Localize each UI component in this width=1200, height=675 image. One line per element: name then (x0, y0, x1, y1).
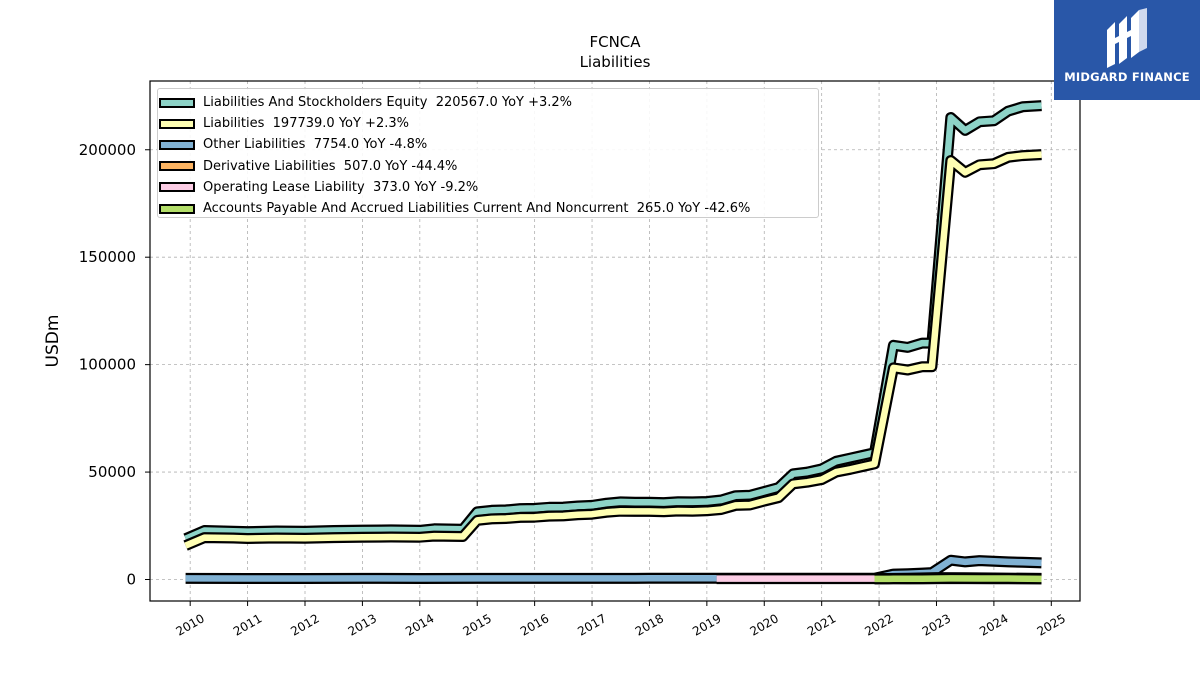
y-tick-label: 200000 (79, 141, 136, 159)
legend-swatch (159, 139, 195, 150)
y-tick-label: 0 (126, 571, 136, 589)
legend-swatch (159, 97, 195, 108)
x-tick-label: 2013 (346, 611, 379, 638)
logo-text: MIDGARD FINANCE (1064, 70, 1190, 84)
x-tick-label: 2022 (862, 611, 895, 638)
legend-swatch (159, 182, 195, 193)
chart-legend: Liabilities And Stockholders Equity 2205… (157, 88, 819, 218)
legend-label: Liabilities And Stockholders Equity 2205… (203, 95, 573, 111)
legend-item: Liabilities 197739.0 YoY +2.3% (158, 113, 818, 134)
legend-swatch (159, 118, 195, 129)
series-line (184, 102, 1042, 542)
x-tick-label: 2021 (805, 611, 838, 638)
x-tick-label: 2010 (173, 611, 206, 638)
legend-label: Operating Lease Liability 373.0 YoY -9.2… (203, 179, 479, 195)
x-tick-label: 2016 (518, 611, 551, 638)
legend-label: Accounts Payable And Accrued Liabilities… (203, 201, 751, 217)
x-tick-label: 2019 (690, 611, 723, 638)
legend-item: Accounts Payable And Accrued Liabilities… (158, 198, 818, 219)
series-layer (183, 100, 1042, 585)
x-tick-label: 2024 (977, 611, 1010, 638)
y-axis-label: USDm (43, 315, 63, 368)
x-tick-label: 2015 (460, 611, 493, 638)
y-tick-label: 100000 (79, 356, 136, 374)
midgard-finance-logo: MIDGARD FINANCE (1054, 0, 1200, 100)
legend-label: Liabilities 197739.0 YoY +2.3% (203, 116, 409, 132)
x-tick-label: 2023 (920, 611, 953, 638)
series-line (874, 575, 1042, 583)
x-tick-label: 2018 (633, 611, 666, 638)
legend-item: Derivative Liabilities 507.0 YoY -44.4% (158, 156, 818, 177)
x-tick-label: 2020 (748, 611, 781, 638)
legend-label: Derivative Liabilities 507.0 YoY -44.4% (203, 158, 458, 174)
x-tick-label: 2014 (403, 611, 436, 638)
plot-frame (149, 80, 1081, 602)
legend-item: Operating Lease Liability 373.0 YoY -9.2… (158, 177, 818, 198)
legend-swatch (159, 203, 195, 214)
x-tick-label: 2017 (575, 611, 608, 638)
y-tick-label: 50000 (88, 463, 136, 481)
series-line (184, 151, 1042, 549)
x-tick-label: 2025 (1035, 611, 1068, 638)
x-tick-label: 2012 (288, 611, 321, 638)
legend-item: Liabilities And Stockholders Equity 2205… (158, 92, 818, 113)
chart-subtitle: Liabilities (580, 53, 651, 71)
chart-title: FCNCA (589, 33, 641, 51)
logo-mark-icon (1107, 8, 1147, 68)
legend-item: Other Liabilities 7754.0 YoY -4.8% (158, 134, 818, 155)
y-tick-label: 150000 (79, 248, 136, 266)
x-tick-label: 2011 (231, 611, 264, 638)
legend-label: Other Liabilities 7754.0 YoY -4.8% (203, 137, 428, 153)
legend-swatch (159, 161, 195, 172)
